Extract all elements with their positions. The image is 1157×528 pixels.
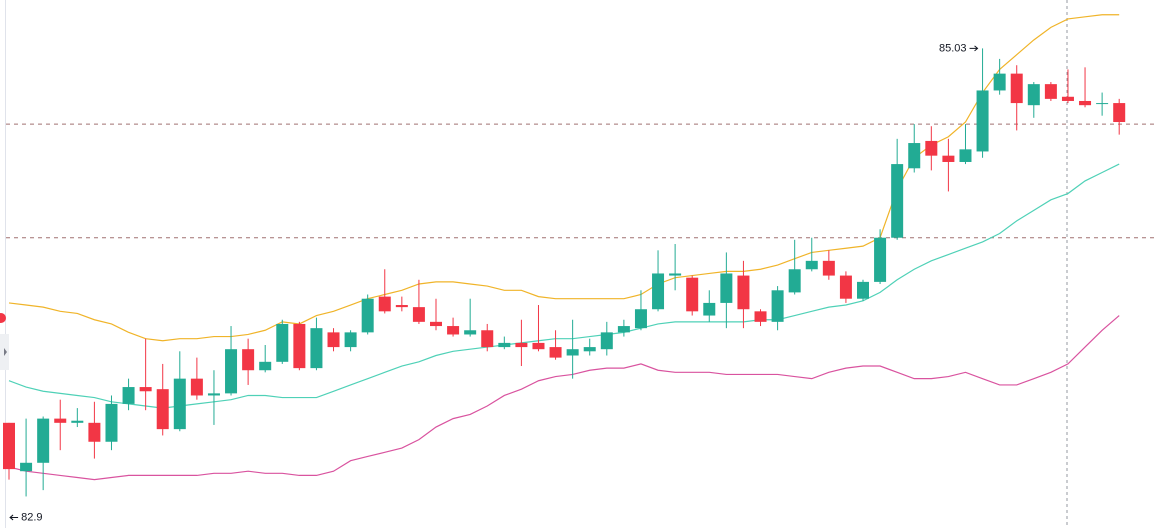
candle-body xyxy=(156,389,169,430)
alert-dot[interactable] xyxy=(0,313,6,323)
candle-body xyxy=(737,275,750,310)
candle-body xyxy=(242,349,255,371)
candle-body xyxy=(378,296,391,312)
candle-body xyxy=(874,237,887,282)
candle-body xyxy=(225,349,238,394)
candle-body xyxy=(412,307,425,322)
candle-body xyxy=(327,332,340,348)
candle-body xyxy=(1079,100,1092,106)
candle-body xyxy=(857,281,869,299)
candle-body xyxy=(515,342,528,348)
candle-body xyxy=(686,277,699,312)
candle-body xyxy=(788,269,801,293)
candle-body xyxy=(839,275,852,299)
collapse-icon xyxy=(4,348,7,356)
candle-body xyxy=(720,273,733,303)
candle-body xyxy=(310,328,323,369)
low-arrow xyxy=(9,514,19,521)
candle-body xyxy=(583,347,596,352)
candle-body xyxy=(276,323,289,362)
candle-body xyxy=(3,422,15,470)
candle-body xyxy=(1061,96,1074,101)
candle-body xyxy=(395,305,408,308)
candle-body xyxy=(1027,84,1040,106)
candle-body xyxy=(634,309,647,329)
plot: 85.03 82.9 xyxy=(3,14,1157,523)
candle-body xyxy=(771,290,784,322)
high-arrow xyxy=(969,45,979,52)
candle-body xyxy=(447,326,460,335)
candle-body xyxy=(703,302,716,316)
candle-body xyxy=(105,403,118,442)
candle-body xyxy=(361,298,374,333)
candle-body xyxy=(566,349,579,356)
candle-body xyxy=(754,311,767,322)
candle-body xyxy=(652,273,665,310)
candle-body xyxy=(20,462,33,472)
candle-body xyxy=(549,347,562,358)
candle-body xyxy=(1113,103,1126,123)
candle-body xyxy=(173,378,186,430)
candle-body xyxy=(344,332,357,348)
candle-body xyxy=(139,387,152,392)
candle-body xyxy=(993,73,1006,91)
candle-body xyxy=(481,330,494,348)
candle-body xyxy=(430,321,442,327)
candle-body xyxy=(259,361,272,371)
candle-body xyxy=(1010,73,1023,104)
candle-body xyxy=(976,90,989,152)
candle-body xyxy=(669,273,682,276)
candle-body xyxy=(908,143,921,169)
candle-body xyxy=(464,330,477,335)
candle-body xyxy=(207,393,220,396)
band-line xyxy=(8,315,1120,481)
candle-body xyxy=(293,323,306,369)
candle-body xyxy=(71,420,84,423)
candle-body xyxy=(532,342,545,350)
candle-body xyxy=(37,418,50,463)
candle-body xyxy=(190,378,203,396)
candle-body xyxy=(54,418,67,423)
candle-body xyxy=(1044,84,1057,99)
candle-body xyxy=(600,332,613,350)
candle-body xyxy=(942,155,955,162)
candle-body xyxy=(925,140,938,156)
candle-body xyxy=(122,387,135,404)
candle-body xyxy=(1096,103,1109,105)
candle-body xyxy=(959,149,972,162)
candle-body xyxy=(617,326,630,333)
candle-body xyxy=(805,260,818,270)
candle-body xyxy=(498,342,511,348)
high-label: 85.03 xyxy=(939,42,967,54)
candle-body xyxy=(88,422,101,442)
candle-body xyxy=(891,164,904,238)
candle-body xyxy=(822,260,835,276)
low-label: 82.9 xyxy=(21,511,42,523)
band-line xyxy=(8,163,1120,409)
